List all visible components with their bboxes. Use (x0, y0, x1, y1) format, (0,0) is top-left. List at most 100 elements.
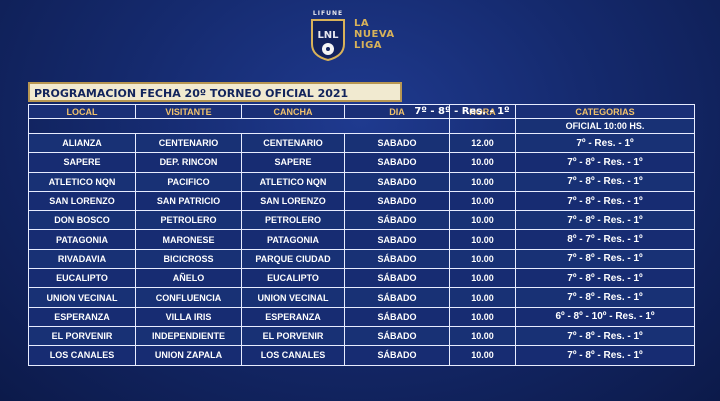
table-header-row: LOCAL VISITANTE CANCHA DIA HORA CATEGORI… (28, 104, 695, 119)
cell-dia: SÁBADO (344, 268, 450, 289)
cell-visitante: CENTENARIO (135, 132, 242, 154)
cell-dia: SÁBADO (344, 306, 450, 327)
cell-categorias: 7º - 8º - Res. - 1º (515, 152, 695, 173)
cell-visitante: UNION ZAPALA (135, 345, 242, 366)
cell-local: SAPERE (28, 152, 136, 173)
official-time-label: OFICIAL 10:00 HS. (515, 118, 695, 134)
logo-brand-top: LIFUNE (312, 10, 344, 17)
header-categorias: CATEGORIAS (515, 104, 695, 119)
header-local: LOCAL (28, 104, 136, 119)
header-hora: HORA (449, 104, 516, 119)
cell-categorias: 7º - 8º - Res. - 1º (515, 210, 695, 231)
schedule-table: OFICIAL 10:00 HS. LOCAL VISITANTE CANCHA… (28, 104, 695, 366)
cell-hora: 10.00 (449, 248, 516, 270)
page-title: PROGRAMACION FECHA 20º TORNEO OFICIAL 20… (28, 82, 402, 102)
categories-note: 7º - 8º - Res. - 1º (414, 106, 510, 117)
cell-hora: 10.00 (449, 171, 516, 192)
cell-local: ALIANZA (28, 132, 136, 154)
table-row: ATLETICO NQN PACIFICO ATLETICO NQN SABADO 10… (28, 171, 695, 192)
cell-categorias: 7º - 8º - Res. - 1º (515, 190, 695, 212)
league-logo: LIFUNE LNL LA NUEVA LIGA (308, 10, 418, 62)
header-dia: DIA (344, 104, 450, 119)
cell-local: LOS CANALES (28, 345, 136, 366)
cell-visitante: INDEPENDIENTE (135, 325, 242, 347)
cell-dia: SABADO (344, 171, 450, 192)
svg-text:LNL: LNL (317, 30, 339, 41)
table-row: ALIANZA CENTENARIO CENTENARIO SABADO 12.00 7º… (28, 132, 695, 154)
table-row: SAN LORENZO SAN PATRICIO SAN LORENZO SABADO… (28, 190, 695, 212)
cell-local: EUCALIPTO (28, 268, 136, 289)
cell-visitante: MARONESE (135, 229, 242, 250)
cell-categorias: 7º - Res. - 1º (515, 132, 695, 154)
cell-visitante: BICICROSS (135, 248, 242, 270)
cell-hora: 10.00 (449, 287, 516, 308)
cell-cancha: ATLETICO NQN (241, 171, 345, 192)
cell-local: ATLETICO NQN (28, 171, 136, 192)
cell-dia: SABADO (344, 190, 450, 212)
cell-local: UNION VECINAL (28, 287, 136, 308)
cell-dia: SABADO (344, 229, 450, 250)
cell-dia: SÁBADO (344, 345, 450, 366)
cell-visitante: PACIFICO (135, 171, 242, 192)
table-row: ESPERANZA VILLA IRIS ESPERANZA SÁBADO 10.00 6… (28, 306, 695, 327)
cell-categorias: 7º - 8º - Res. - 1º (515, 268, 695, 289)
cell-hora: 10.00 (449, 152, 516, 173)
cell-categorias: 7º - 8º - Res. - 1º (515, 248, 695, 270)
cell-hora: 10.00 (449, 325, 516, 347)
table-row: SAPERE DEP. RINCON SAPERE SABADO 10.00 7º - 8… (28, 152, 695, 173)
cell-dia: SÁBADO (344, 248, 450, 270)
cell-cancha: PATAGONIA (241, 229, 345, 250)
cell-cancha: EL PORVENIR (241, 325, 345, 347)
header-visitante: VISITANTE (135, 104, 242, 119)
cell-hora: 10.00 (449, 306, 516, 327)
table-row: LOS CANALES UNION ZAPALA LOS CANALES SÁBADO… (28, 345, 695, 366)
cell-visitante: AÑELO (135, 268, 242, 289)
cell-cancha: ESPERANZA (241, 306, 345, 327)
cell-hora: 10.00 (449, 268, 516, 289)
cell-cancha: LOS CANALES (241, 345, 345, 366)
table-row: EUCALIPTO AÑELO EUCALIPTO SÁBADO 10.00 7º - 8… (28, 268, 695, 289)
cell-local: PATAGONIA (28, 229, 136, 250)
cell-dia: SÁBADO (344, 325, 450, 347)
shield-icon: LNL (311, 19, 345, 62)
cell-dia: SABADO (344, 152, 450, 173)
cell-visitante: VILLA IRIS (135, 306, 242, 327)
cell-visitante: SAN PATRICIO (135, 190, 242, 212)
cell-dia: SABADO (344, 132, 450, 154)
table-row: EL PORVENIR INDEPENDIENTE EL PORVENIR SÁBAD… (28, 325, 695, 347)
cell-dia: SÁBADO (344, 287, 450, 308)
cell-categorias: 7º - 8º - Res. - 1º (515, 345, 695, 366)
cell-visitante: PETROLERO (135, 210, 242, 231)
cell-local: EL PORVENIR (28, 325, 136, 347)
cell-categorias: 6º - 8º - 10º - Res. - 1º (515, 306, 695, 327)
cell-categorias: 8º - 7º - Res. - 1º (515, 229, 695, 250)
cell-categorias: 7º - 8º - Res. - 1º (515, 325, 695, 347)
cell-hora: 10.00 (449, 345, 516, 366)
cell-cancha: PARQUE CIUDAD (241, 248, 345, 270)
table-row: UNION VECINAL CONFLUENCIA UNION VECINAL SÁB… (28, 287, 695, 308)
cell-cancha: SAN LORENZO (241, 190, 345, 212)
table-row: DON BOSCO PETROLERO PETROLERO SÁBADO 10.00 7º… (28, 210, 695, 231)
cell-local: SAN LORENZO (28, 190, 136, 212)
cell-visitante: DEP. RINCON (135, 152, 242, 173)
cell-cancha: SAPERE (241, 152, 345, 173)
table-row: PATAGONIA MARONESE PATAGONIA SABADO 10.00 8º … (28, 229, 695, 250)
cell-hora: 10.00 (449, 190, 516, 212)
cell-local: ESPERANZA (28, 306, 136, 327)
logo-brand-name: LA NUEVA LIGA (354, 18, 395, 51)
cell-visitante: CONFLUENCIA (135, 287, 242, 308)
cell-local: DON BOSCO (28, 210, 136, 231)
cell-cancha: UNION VECINAL (241, 287, 345, 308)
cell-cancha: CENTENARIO (241, 132, 345, 154)
table-top-row: OFICIAL 10:00 HS. (28, 118, 695, 134)
cell-hora: 10.00 (449, 229, 516, 250)
cell-cancha: PETROLERO (241, 210, 345, 231)
cell-categorias: 7º - 8º - Res. - 1º (515, 287, 695, 308)
cell-hora: 12.00 (449, 132, 516, 154)
cell-categorias: 7º - 8º - Res. - 1º (515, 171, 695, 192)
header-cancha: CANCHA (241, 104, 345, 119)
cell-hora: 10.00 (449, 210, 516, 231)
cell-local: RIVADAVIA (28, 248, 136, 270)
table-row: RIVADAVIA BICICROSS PARQUE CIUDAD SÁBADO 10.… (28, 248, 695, 270)
cell-cancha: EUCALIPTO (241, 268, 345, 289)
